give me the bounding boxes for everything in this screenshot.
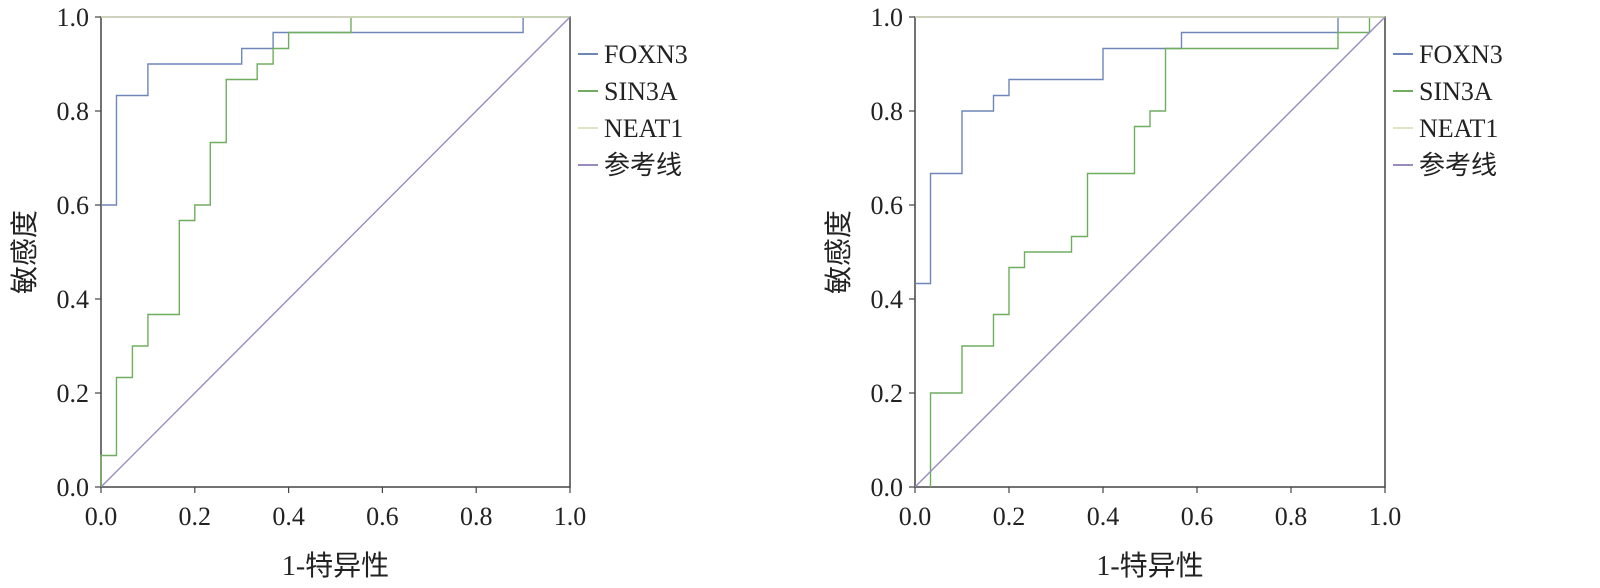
x-tick-label: 0.8 bbox=[1275, 502, 1308, 531]
x-axis-label: 1-特异性 bbox=[1096, 550, 1203, 582]
x-tick-label: 1.0 bbox=[554, 502, 587, 531]
x-tick-label: 0.0 bbox=[899, 502, 932, 531]
roc-chart-right: 0.0 0.2 0.4 0.6 0.8 1.0 0.0 0.2 0.4 0.6 0.8 1.0 1-特异… bbox=[823, 3, 1503, 582]
x-tick-label: 0.2 bbox=[993, 502, 1026, 531]
y-axis-label: 敏感度 bbox=[9, 210, 41, 294]
y-tick-label: 0.6 bbox=[57, 191, 90, 220]
y-tick-label: 0.2 bbox=[57, 379, 90, 408]
series-line-reference bbox=[914, 16, 1386, 488]
x-tick-label: 0.0 bbox=[85, 502, 118, 531]
series-line-sin3a bbox=[929, 16, 1385, 487]
x-tick-label: 0.4 bbox=[1087, 502, 1120, 531]
y-tick-label: 0.2 bbox=[871, 379, 904, 408]
legend-label: FOXN3 bbox=[1419, 40, 1503, 69]
legend-label: NEAT1 bbox=[1419, 114, 1498, 143]
y-tick-label: 0.4 bbox=[57, 285, 90, 314]
series-line-sin3a bbox=[100, 16, 570, 487]
y-tick-label: 0.0 bbox=[871, 473, 904, 502]
legend-label: FOXN3 bbox=[604, 40, 688, 69]
x-axis-label: 1-特异性 bbox=[282, 550, 389, 582]
legend-label: SIN3A bbox=[604, 77, 678, 106]
y-tick-label: 0.6 bbox=[871, 191, 904, 220]
y-tick-label: 1.0 bbox=[57, 3, 90, 32]
legend-label: 参考线 bbox=[604, 151, 682, 180]
x-tick-label: 0.4 bbox=[272, 502, 305, 531]
y-tick-label: 0.4 bbox=[871, 285, 904, 314]
y-tick-label: 0.8 bbox=[57, 97, 90, 126]
series-line-reference bbox=[100, 16, 571, 488]
legend-label: NEAT1 bbox=[604, 114, 683, 143]
y-tick-label: 0.0 bbox=[57, 473, 90, 502]
x-tick-label: 0.2 bbox=[179, 502, 212, 531]
y-axis-label: 敏感度 bbox=[823, 210, 855, 294]
y-tick-label: 0.8 bbox=[871, 97, 904, 126]
series-line-foxn3 bbox=[101, 16, 570, 206]
y-tick-label: 1.0 bbox=[871, 3, 904, 32]
x-tick-label: 0.8 bbox=[460, 502, 493, 531]
legend-label: SIN3A bbox=[1419, 77, 1493, 106]
series-line-foxn3 bbox=[915, 16, 1385, 285]
x-tick-label: 0.6 bbox=[1181, 502, 1214, 531]
legend-label: 参考线 bbox=[1419, 151, 1497, 180]
roc-chart-left: 0.0 0.2 0.4 0.6 0.8 1.0 0.0 0.2 0.4 0.6 0.8 1.0 1-特异… bbox=[9, 3, 688, 582]
x-tick-label: 1.0 bbox=[1369, 502, 1402, 531]
x-tick-label: 0.6 bbox=[366, 502, 399, 531]
